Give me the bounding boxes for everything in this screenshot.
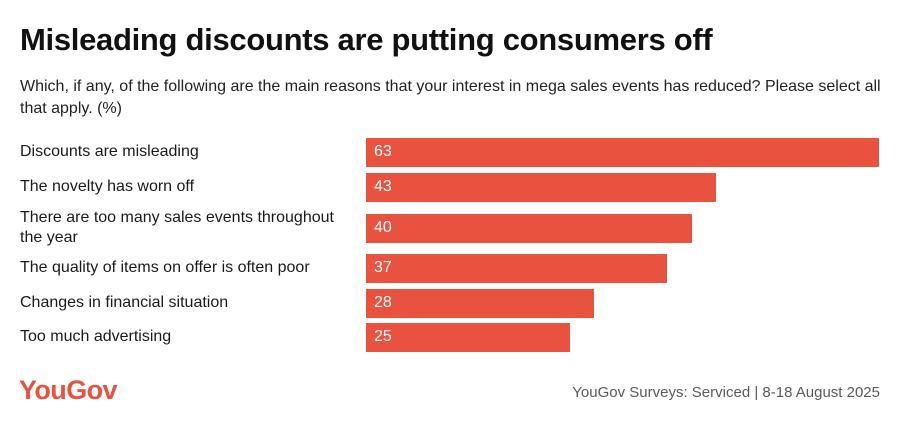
bar-value-label: 63 <box>374 143 392 160</box>
bar: 37 <box>366 253 667 283</box>
yougov-logo: YouGov <box>19 375 118 405</box>
chart-title: Misleading discounts are putting consume… <box>20 22 713 57</box>
category-label: There are too many sales events througho… <box>20 209 334 246</box>
bar-value-label: 25 <box>374 328 392 345</box>
bar: 25 <box>366 322 570 352</box>
category-label: Discounts are misleading <box>20 143 199 160</box>
category-label: The novelty has worn off <box>20 178 195 195</box>
bar-value-label: 40 <box>374 219 392 236</box>
bar: 63 <box>366 137 879 167</box>
category-label: The quality of items on offer is often p… <box>20 259 310 276</box>
category-label: Changes in financial situation <box>20 294 229 311</box>
chart-subtitle: Which, if any, of the following are the … <box>20 78 881 117</box>
source-note: YouGov Surveys: Serviced | 8-18 August 2… <box>572 384 880 401</box>
bar-value-label: 37 <box>374 259 392 276</box>
bar: 43 <box>366 172 716 202</box>
bar-value-label: 43 <box>374 178 392 195</box>
bar-value-label: 28 <box>374 294 392 311</box>
category-label: Too much advertising <box>20 328 172 345</box>
bar: 28 <box>366 288 594 318</box>
bar: 40 <box>366 213 692 243</box>
